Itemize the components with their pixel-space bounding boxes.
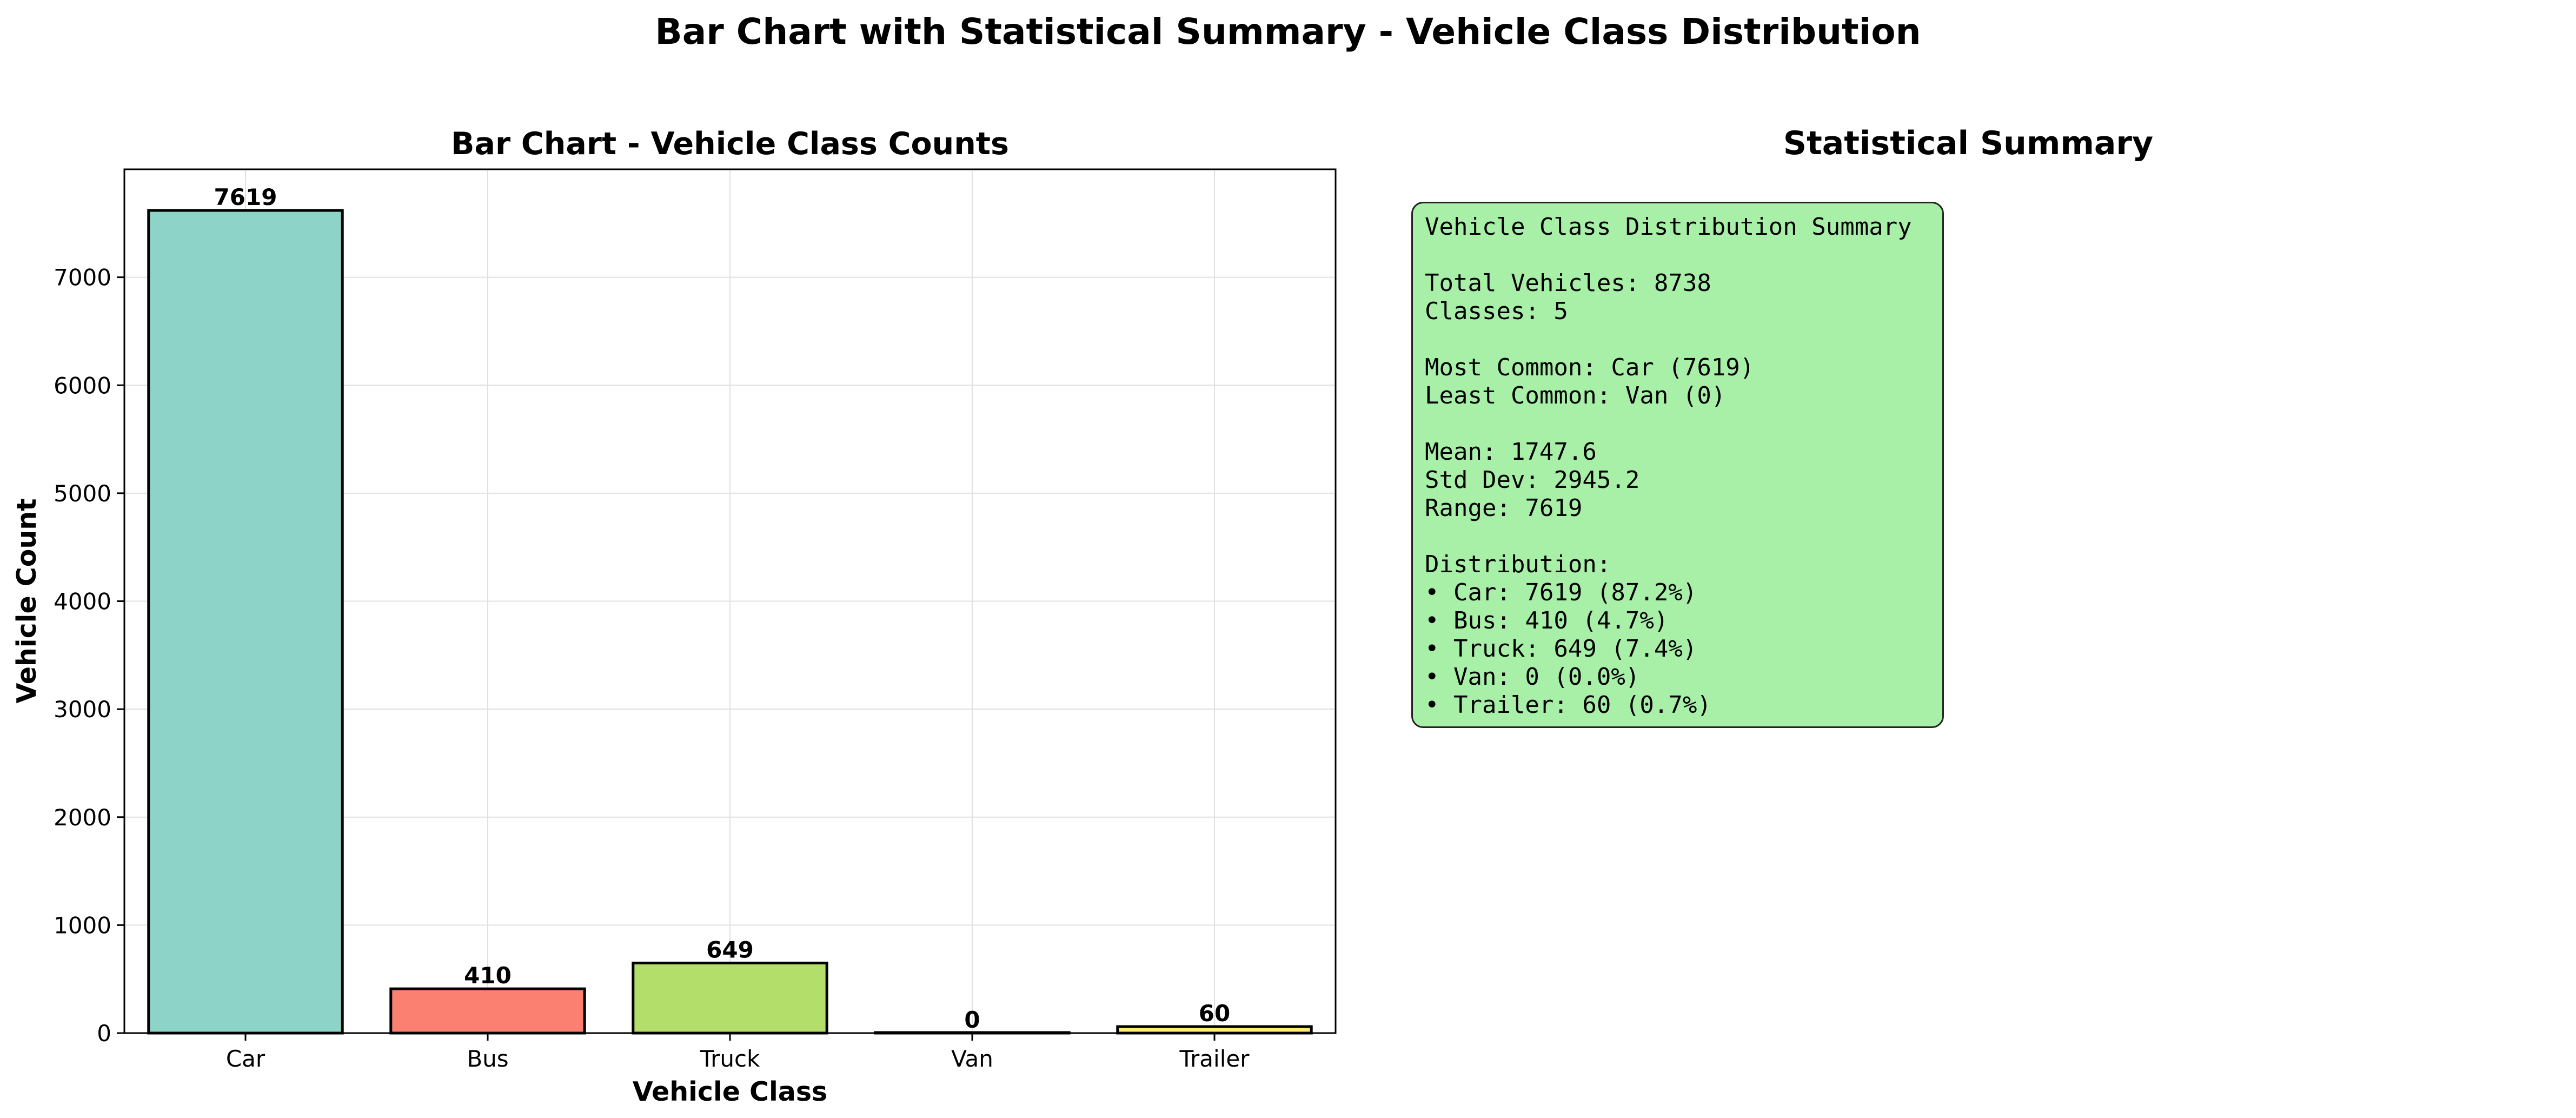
- y-tick-label: 7000: [54, 264, 111, 291]
- x-axis-label: Vehicle Class: [633, 1076, 827, 1107]
- x-tick-label: Truck: [700, 1046, 760, 1072]
- value-label: 410: [464, 962, 512, 989]
- bar-trailer: [1116, 1025, 1313, 1035]
- distribution-item: • Car: 7619 (87.2%): [1425, 579, 1697, 606]
- bars: [147, 209, 1313, 1035]
- y-axis-label: Vehicle Count: [11, 498, 42, 703]
- chart-title: Bar Chart - Vehicle Class Counts: [451, 126, 1009, 162]
- summary-std: Std Dev: 2945.2: [1425, 466, 1640, 494]
- y-tick-label: 0: [97, 1020, 111, 1047]
- summary-range: Range: 7619: [1425, 494, 1583, 522]
- bar-value-labels: 7619 410 649 0 60: [214, 184, 1231, 1033]
- value-label: 7619: [214, 184, 277, 210]
- bar-car: [147, 209, 344, 1035]
- y-tick-label: 3000: [54, 696, 111, 723]
- summary-heading: Vehicle Class Distribution Summary: [1425, 213, 1912, 241]
- y-tick-label: 2000: [54, 804, 111, 831]
- y-tick-label: 6000: [54, 372, 111, 399]
- y-tick-label: 5000: [54, 480, 111, 507]
- distribution-item: • Bus: 410 (4.7%): [1425, 607, 1669, 634]
- distribution-item: • Truck: 649 (7.4%): [1425, 635, 1697, 663]
- value-label: 0: [964, 1007, 980, 1033]
- summary-distribution-label: Distribution:: [1425, 551, 1611, 578]
- x-tick-label: Bus: [467, 1046, 508, 1072]
- summary-classes: Classes: 5: [1425, 297, 1568, 325]
- bar-bus: [389, 987, 586, 1035]
- value-label: 60: [1199, 1000, 1230, 1027]
- y-tick-label: 1000: [54, 912, 111, 938]
- summary-title: Statistical Summary: [1783, 124, 2154, 162]
- summary-least-common: Least Common: Van (0): [1425, 382, 1726, 409]
- distribution-item: • Van: 0 (0.0%): [1425, 663, 1640, 691]
- axis-ticks: 0 1000 2000 3000 4000 5000 6000 7000 Car Bus Truck…: [54, 264, 1250, 1072]
- summary-box: Vehicle Class Distribution Summary Total…: [1411, 202, 1944, 728]
- x-tick-label: Trailer: [1179, 1046, 1250, 1072]
- summary-most-common: Most Common: Car (7619): [1425, 354, 1755, 381]
- figure-title: Bar Chart with Statistical Summary - Veh…: [655, 11, 1921, 52]
- distribution-item: • Trailer: 60 (0.7%): [1425, 691, 1711, 719]
- bar-truck: [632, 961, 828, 1035]
- summary-mean: Mean: 1747.6: [1425, 438, 1597, 466]
- x-tick-label: Van: [951, 1046, 993, 1072]
- summary-total: Total Vehicles: 8738: [1425, 269, 1711, 297]
- value-label: 649: [706, 936, 754, 963]
- y-tick-label: 4000: [54, 588, 111, 615]
- x-tick-label: Car: [226, 1046, 265, 1072]
